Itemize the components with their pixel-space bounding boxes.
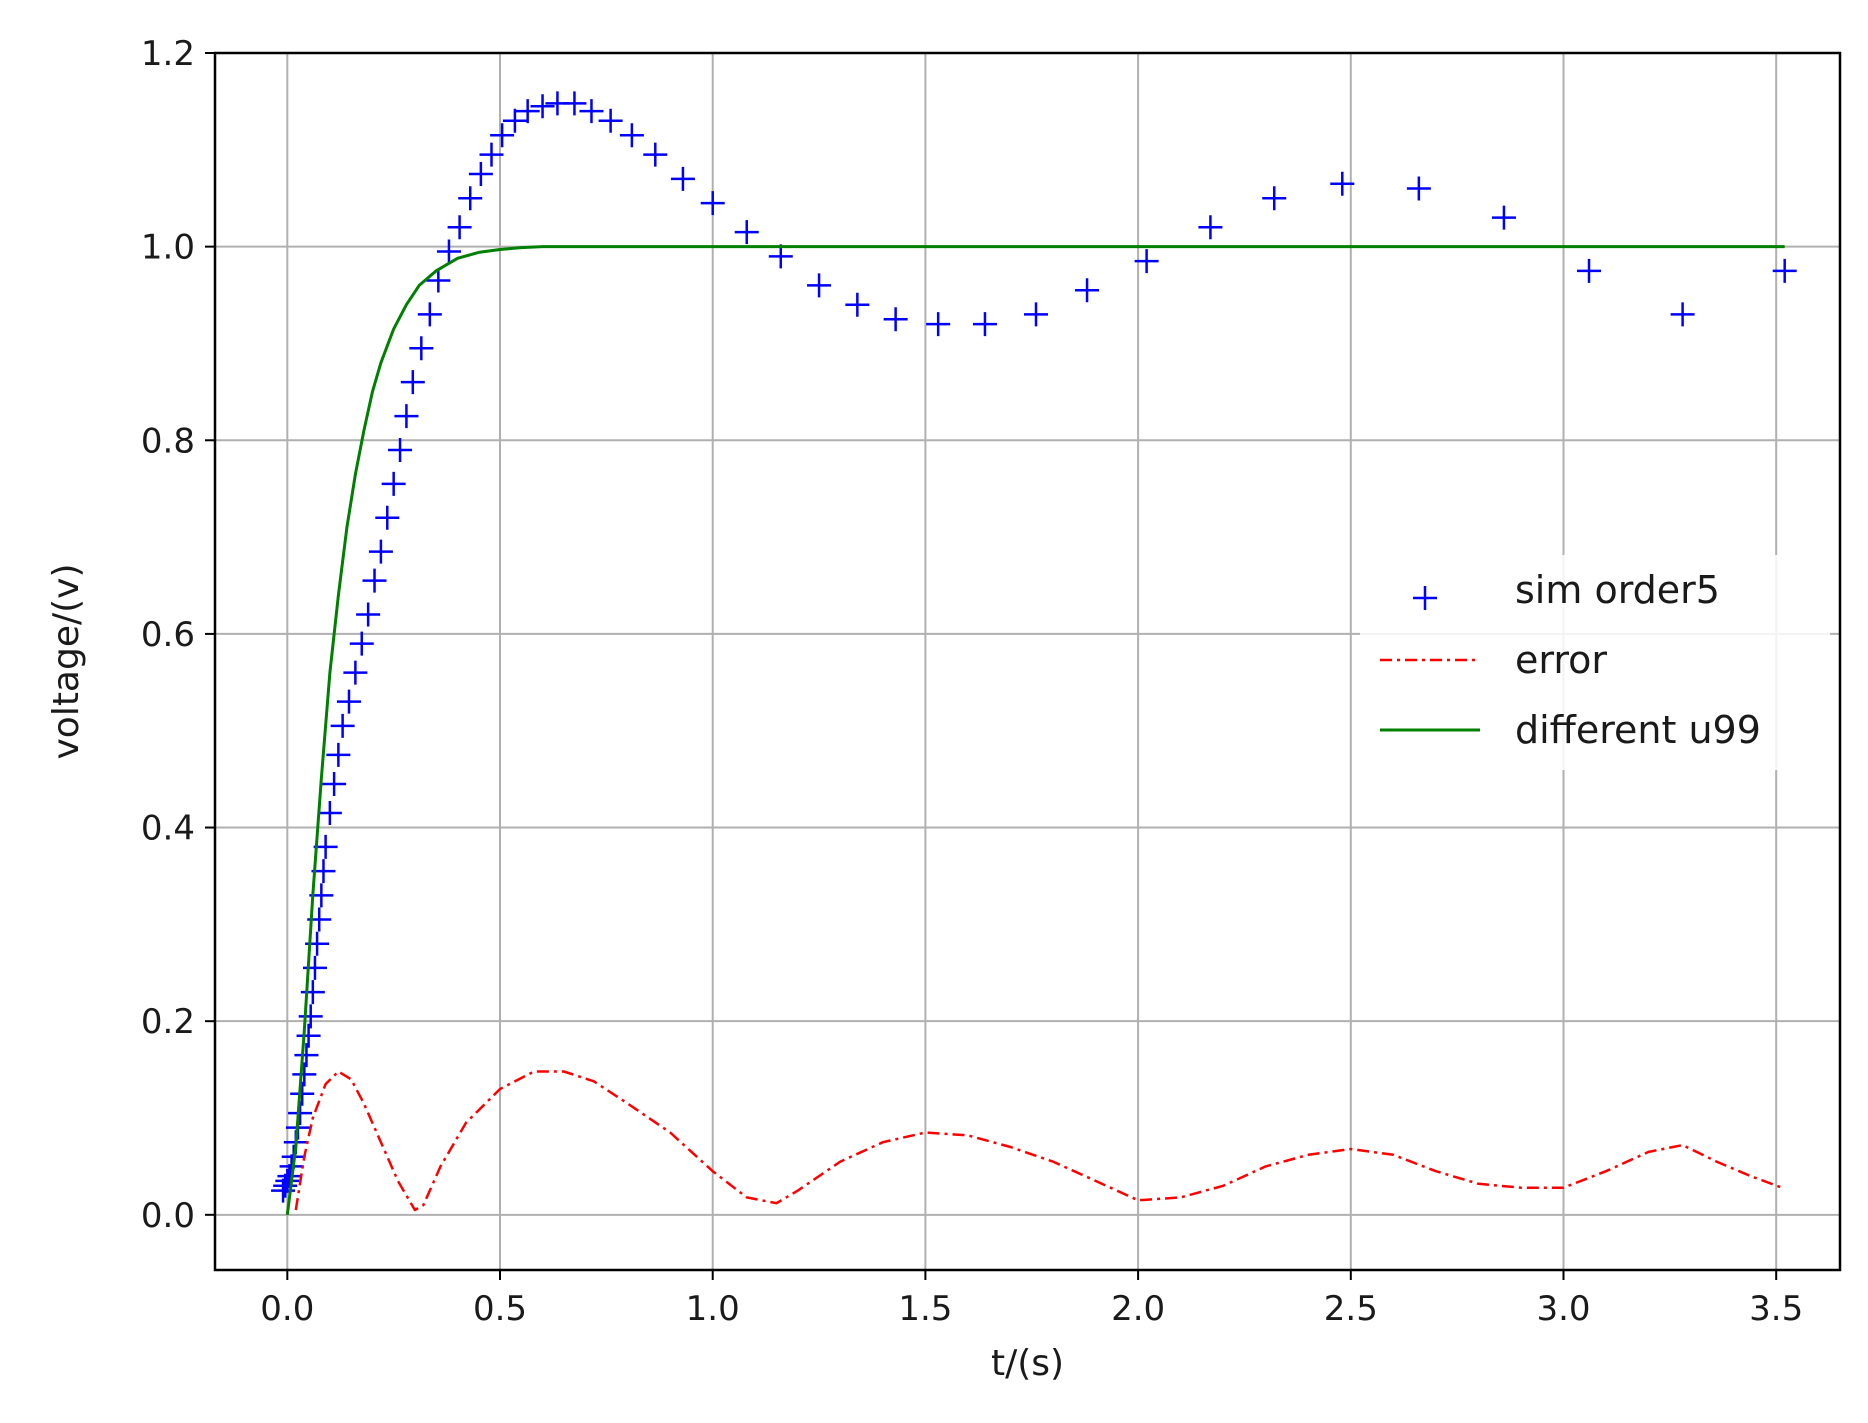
scatter-point: [326, 742, 351, 767]
scatter-point: [1262, 186, 1287, 211]
y-tick-label: 0.0: [141, 1196, 195, 1236]
scatter-point: [515, 99, 540, 124]
x-tick-label: 2.5: [1324, 1289, 1378, 1329]
scatter-point: [490, 123, 515, 148]
y-tick-label: 1.0: [141, 228, 195, 268]
scatter-point: [468, 162, 493, 187]
scatter-point: [417, 302, 442, 327]
legend-marker: [1413, 586, 1437, 610]
scatter-point: [926, 312, 951, 337]
scatter-point: [700, 191, 725, 216]
legend: sim order5 error different u99: [1360, 555, 1830, 770]
scatter-point: [298, 1004, 323, 1029]
x-tick-label: 1.0: [686, 1289, 740, 1329]
y-tick-label: 0.4: [141, 809, 195, 849]
scatter-point: [619, 123, 644, 148]
scatter-point: [409, 336, 434, 361]
scatter-point: [388, 437, 413, 462]
x-tick-label: 2.0: [1111, 1289, 1165, 1329]
scatter-point: [1491, 205, 1516, 230]
y-tick-label: 0.6: [141, 615, 195, 655]
scatter-point: [362, 568, 387, 593]
series-line: [294, 1070, 1786, 1212]
scatter-point: [400, 370, 425, 395]
x-tick-label: 3.5: [1749, 1289, 1803, 1329]
scatter-point: [1134, 249, 1159, 274]
x-tick-label: 3.0: [1536, 1289, 1590, 1329]
scatter-point: [768, 244, 793, 269]
scatter-point: [734, 220, 759, 245]
scatter-point: [296, 1023, 321, 1048]
x-tick-label: 0.5: [473, 1289, 527, 1329]
series-error: [294, 1070, 1786, 1212]
scatter-point: [1024, 302, 1049, 327]
scatter-point: [972, 312, 997, 337]
scatter-point: [562, 91, 587, 116]
legend-entry-error: error: [1380, 638, 1607, 682]
scatter-point: [394, 404, 419, 429]
scatter-point: [845, 292, 870, 317]
scatter-point: [330, 713, 355, 738]
series-layer: [271, 91, 1797, 1215]
scatter-point: [670, 166, 695, 191]
scatter-point: [579, 99, 604, 124]
scatter-point: [479, 142, 504, 167]
scatter-point: [883, 307, 908, 332]
scatter-point: [426, 268, 451, 293]
scatter-point: [598, 108, 623, 133]
legend-entry-sim-order5: sim order5: [1413, 568, 1720, 612]
y-tick-label: 0.8: [141, 421, 195, 461]
scatter-point: [530, 94, 555, 119]
legend-label: sim order5: [1515, 568, 1720, 612]
scatter-point: [436, 239, 461, 264]
legend-label: error: [1515, 638, 1607, 682]
scatter-point: [447, 215, 472, 240]
series-line: [285, 245, 1785, 1215]
scatter-point: [277, 1164, 302, 1189]
scatter-point: [1198, 215, 1223, 240]
scatter-point: [1670, 302, 1695, 327]
series-sim-order5: [271, 91, 1797, 1203]
x-tick-label: 0.0: [260, 1289, 314, 1329]
scatter-point: [294, 1043, 319, 1068]
scatter-point: [458, 186, 483, 211]
scatter-point: [375, 505, 400, 530]
series-different-u99: [285, 245, 1785, 1215]
legend-box: [1360, 555, 1830, 770]
scatter-point: [343, 660, 368, 685]
legend-label: different u99: [1515, 708, 1761, 752]
plot-frame: [213, 51, 1842, 1272]
scatter-point: [273, 1173, 298, 1198]
scatter-point: [1075, 278, 1100, 303]
x-tick-label: 1.5: [898, 1289, 952, 1329]
scatter-point: [356, 602, 381, 627]
scatter-point: [300, 980, 325, 1005]
scatter-point: [381, 471, 406, 496]
scatter-point: [368, 539, 393, 564]
y-tick-label: 1.2: [141, 34, 195, 74]
scatter-point: [292, 1062, 317, 1087]
scatter-point: [1772, 258, 1797, 283]
scatter-point: [1406, 176, 1431, 201]
scatter-point: [1577, 258, 1602, 283]
x-axis-label: t/(s): [991, 1343, 1064, 1384]
scatter-point: [275, 1168, 300, 1193]
scatter-point: [317, 801, 342, 826]
y-tick-label: 0.2: [141, 1002, 195, 1042]
scatter-point: [290, 1081, 315, 1106]
scatter-point: [1330, 171, 1355, 196]
y-axis-label: voltage/(v): [46, 563, 87, 759]
scatter-point: [322, 771, 347, 796]
scatter-point: [336, 689, 361, 714]
scatter-point: [502, 108, 527, 133]
axis-ticks: 0.0 0.5 1.0 1.5 2.0 2.5 3.0 3.5 0.0 0.2 0.4 0.6 0.8 1…: [141, 34, 1803, 1329]
scatter-point: [807, 273, 832, 298]
scatter-point: [643, 142, 668, 167]
legend-entry-different-u99: different u99: [1380, 708, 1761, 752]
scatter-point: [349, 631, 374, 656]
